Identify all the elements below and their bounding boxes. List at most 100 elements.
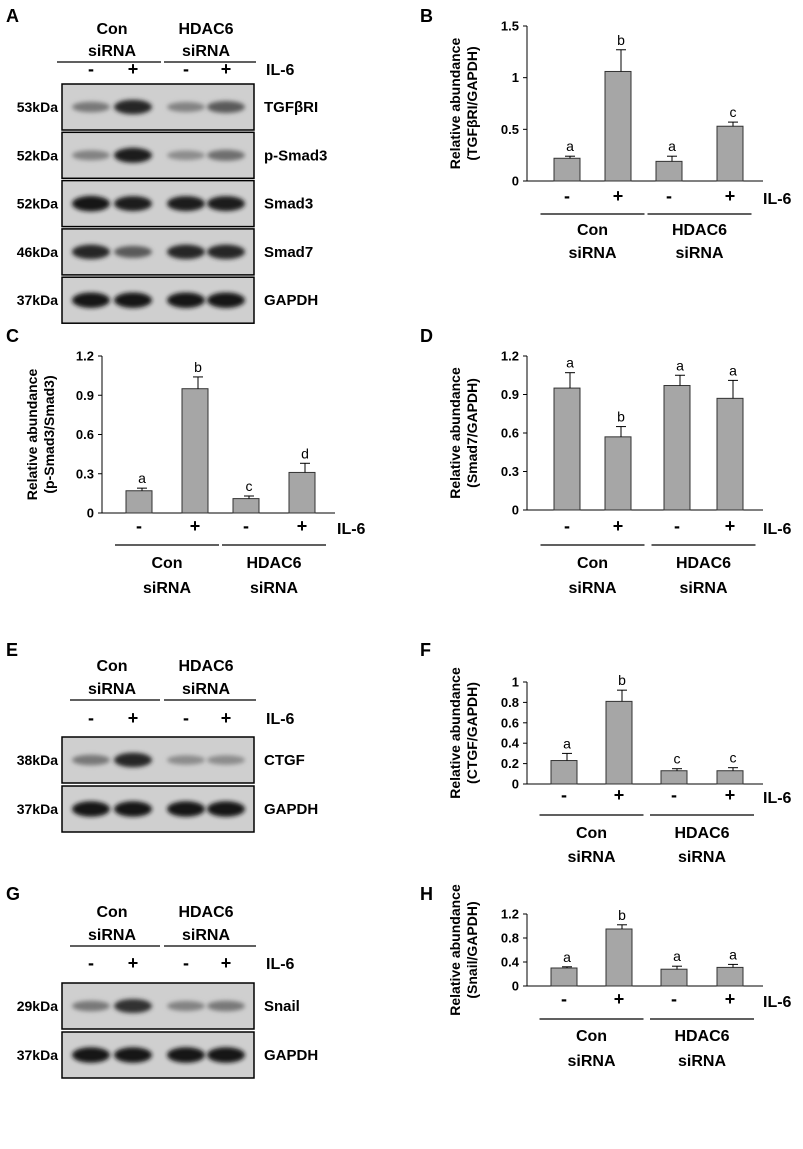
plus-sign: + [725,785,736,805]
il6-label: IL-6 [337,521,366,538]
plus-sign: + [613,186,624,206]
y-tick-label: 1.5 [501,19,519,34]
y-tick-label: 0.3 [501,464,519,479]
panel-label: B [420,6,433,26]
bar [716,966,744,987]
blot-band [167,244,205,260]
minus-sign: - [243,516,249,536]
blot-band [207,149,245,161]
minus-sign: - [88,708,94,728]
panel-label: F [420,640,431,660]
blot-band [207,1000,245,1012]
panel-label: A [6,6,19,26]
minus-sign: - [561,785,567,805]
y-axis-label: Relative abundance [447,667,463,799]
blot-band [114,196,152,212]
y-tick-label: 1 [512,70,519,85]
group-label-con: Con [577,222,608,239]
blot-band [72,195,110,212]
y-tick-label: 0 [87,506,94,521]
blot-row: 38kDa CTGF [17,736,305,784]
blot-band [167,150,205,161]
blot-band [114,1047,152,1063]
significance-letter: a [668,138,676,154]
bar-chart: F 0 0.2 0.4 0.6 0.8 1 Relative abundance (CTGF/G… [420,640,792,866]
group-label-hdac6-sirna: siRNA [250,580,298,597]
group-label-hdac6: HDAC6 [246,555,301,572]
bar-chart: B 0 0.5 1 1.5 Relative abundance (TGFβRI/GAPDH… [420,6,792,262]
group-label-con-sirna: siRNA [88,681,136,698]
il6-label: IL-6 [266,956,295,973]
significance-letter: b [194,359,202,375]
y-axis-label-unit: (TGFβRI/GAPDH) [464,46,480,160]
significance-letter: c [246,478,253,494]
y-tick-label: 1.2 [76,349,94,364]
blot-band [114,99,152,115]
minus-sign: - [671,989,677,1009]
panel-label: E [6,640,18,660]
minus-sign: - [564,186,570,206]
kda-label: 53kDa [17,99,58,115]
plus-sign: + [614,989,625,1009]
kda-label: 37kDa [17,292,58,308]
group-label-hdac6-sirna: siRNA [182,927,230,944]
group-label-con-sirna: siRNA [143,580,191,597]
group-label-hdac6-sirna: siRNA [182,681,230,698]
kda-label: 29kDa [17,998,58,1014]
significance-letter: a [566,355,574,371]
significance-letter: d [301,445,309,461]
significance-letter: a [566,138,574,154]
panel-label: D [420,326,433,346]
group-label-con-sirna: siRNA [567,849,615,866]
kda-label: 37kDa [17,1047,58,1063]
group-label-hdac6: HDAC6 [178,658,233,675]
protein-label: CTGF [264,752,305,769]
group-label-hdac6: HDAC6 [178,904,233,921]
blot-band [167,801,205,817]
bar [550,967,578,987]
minus-sign: - [666,186,672,206]
significance-letter: a [563,949,571,965]
significance-letter: a [673,948,681,964]
group-label-hdac6: HDAC6 [674,825,729,842]
blot-band [72,244,110,260]
significance-letter: a [729,362,737,378]
y-axis-label: Relative abundance [447,884,463,1016]
group-label-hdac6: HDAC6 [672,222,727,239]
bar [604,70,632,182]
il6-label: IL-6 [763,191,792,208]
bar [125,490,153,514]
minus-sign: - [183,953,189,973]
y-axis-label: Relative abundance [24,369,40,501]
y-tick-label: 0.4 [501,955,520,970]
blot-band [207,801,245,817]
blot-row: 52kDa p-Smad3 [17,131,327,180]
bar [716,397,744,511]
significance-letter: c [730,104,737,120]
protein-label: TGFβRI [264,99,318,116]
bar [716,770,744,785]
il6-label: IL-6 [763,790,792,807]
minus-sign: - [183,708,189,728]
panel-label: C [6,326,19,346]
bar [181,388,209,514]
il6-label: IL-6 [266,62,295,79]
blot-band [114,147,152,163]
blot-band [167,755,205,765]
y-tick-label: 0.2 [501,756,519,771]
group-label-con: Con [577,555,608,572]
group-label-hdac6: HDAC6 [674,1028,729,1045]
y-tick-label: 0.6 [501,426,519,441]
blot-band [167,196,205,212]
minus-sign: - [88,953,94,973]
il6-label: IL-6 [266,711,295,728]
blot-band [207,292,245,308]
group-label-hdac6-sirna: siRNA [675,245,723,262]
protein-label: p-Smad3 [264,147,327,164]
bar [604,436,632,511]
blot-row: 46kDa Smad7 [17,228,313,276]
protein-label: Smad3 [264,196,313,213]
significance-letter: b [618,907,626,923]
y-tick-label: 0 [512,777,519,792]
